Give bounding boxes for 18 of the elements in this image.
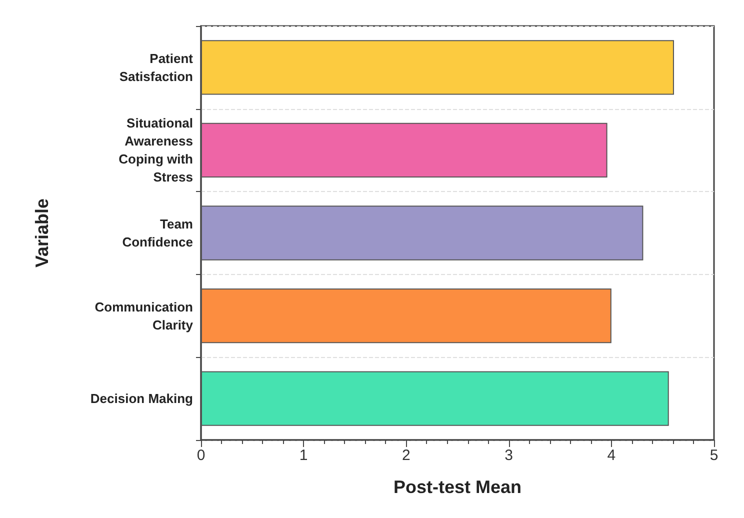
- x-tick-label: 5: [710, 447, 718, 464]
- y-tick-label: Situational Awareness Coping with Stress: [118, 116, 194, 185]
- bar: [201, 40, 674, 95]
- x-tick-label: 3: [504, 447, 513, 464]
- x-tick-label: 1: [299, 447, 308, 464]
- x-axis-title: Post-test Mean: [393, 477, 522, 497]
- bar: [201, 206, 644, 260]
- bar: [201, 288, 612, 344]
- y-axis-title: Variable: [32, 198, 52, 268]
- x-tick-label: 4: [607, 447, 616, 464]
- x-tick-label: 0: [196, 447, 206, 464]
- bar: [201, 122, 608, 178]
- bar: [201, 371, 669, 426]
- y-tick-label: Decision Making: [90, 391, 194, 406]
- x-tick-label: 2: [402, 447, 410, 464]
- y-tick-label: Patient Satisfaction: [119, 50, 194, 84]
- y-tick-label: Team Confidence: [122, 216, 193, 250]
- y-tick-label: Communication Clarity: [94, 299, 194, 332]
